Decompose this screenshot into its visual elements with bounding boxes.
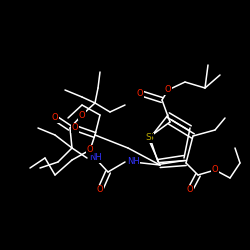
Text: S: S [145, 134, 151, 142]
Text: O: O [212, 166, 218, 174]
Text: O: O [52, 114, 58, 122]
Text: NH: NH [127, 158, 140, 166]
Text: O: O [165, 86, 171, 94]
Text: O: O [137, 88, 143, 98]
Text: O: O [187, 186, 193, 194]
Text: O: O [79, 110, 85, 120]
Text: NH: NH [88, 154, 102, 162]
Text: O: O [72, 124, 78, 132]
Text: S: S [147, 134, 153, 142]
Text: O: O [97, 186, 103, 194]
Text: O: O [87, 146, 93, 154]
